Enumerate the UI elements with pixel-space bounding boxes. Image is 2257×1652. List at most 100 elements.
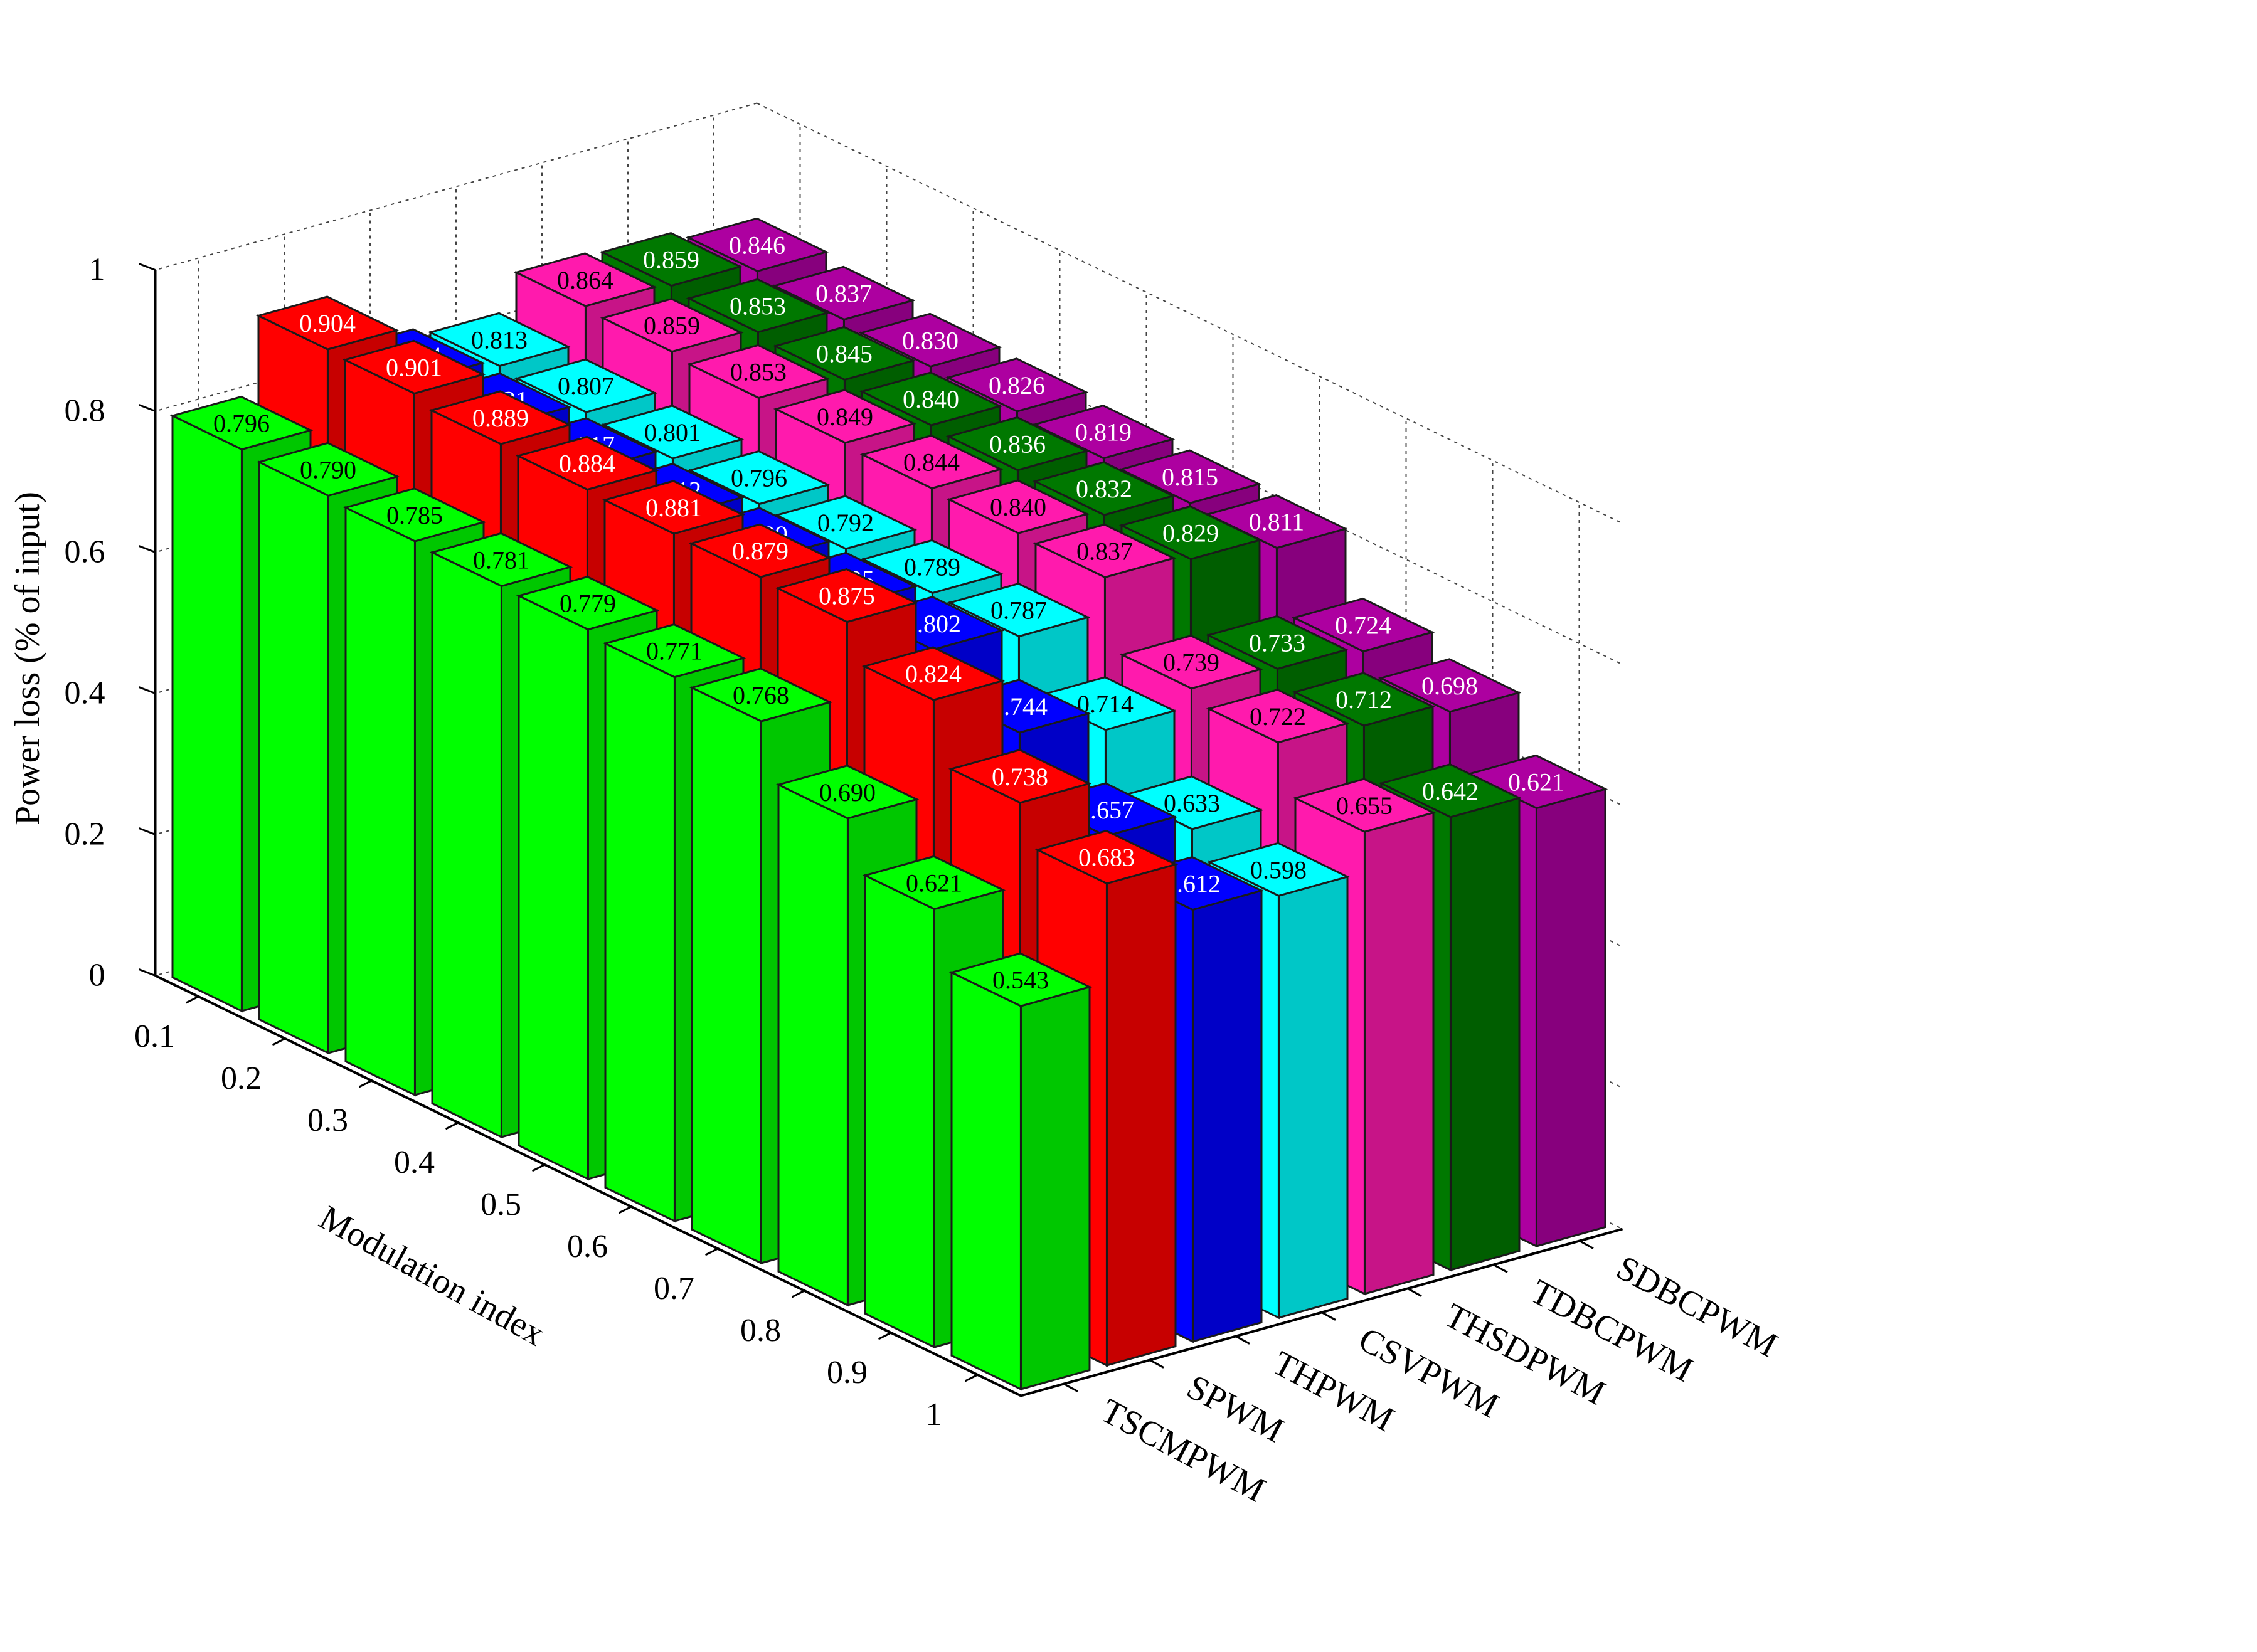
bar-value-label: 0.819	[1075, 418, 1132, 447]
bar-top-face	[342, 339, 486, 394]
bar-top-face	[775, 568, 919, 623]
bar-side-face	[1277, 875, 1349, 1319]
bar-top-face	[602, 480, 746, 535]
bar-top-face	[860, 539, 1004, 594]
bar-value-label: 0.840	[903, 385, 959, 413]
bar-top-face	[688, 523, 832, 578]
bar-value-label: 0.829	[1162, 519, 1219, 547]
bar-value-label: 0.815	[1162, 463, 1218, 491]
z-axis-title: Power loss (% of input)	[8, 492, 47, 825]
bar-value-label: 0.845	[816, 339, 873, 368]
bar-value-label: 0.859	[643, 246, 699, 274]
bar-top-face	[1118, 449, 1262, 504]
bar-front-face	[864, 874, 935, 1349]
bar-value-label: 0.738	[992, 763, 1048, 791]
bar-side-face	[1105, 863, 1177, 1367]
bar-top-face	[1292, 778, 1437, 833]
x-tick	[272, 1037, 286, 1046]
bar-top-face	[1031, 405, 1176, 460]
bar-value-label: 0.859	[644, 312, 700, 340]
bar-value-label: 0.690	[819, 778, 876, 807]
x-tick	[791, 1289, 805, 1298]
bar-top-face	[775, 765, 920, 820]
bar-value-label: 0.824	[905, 660, 962, 688]
bar-top-face	[948, 952, 1093, 1007]
bar-value-label: 0.712	[1336, 686, 1392, 714]
bar-top-face	[1119, 635, 1263, 690]
bar-value-label: 0.837	[815, 279, 872, 307]
bar-value-label: 0.801	[644, 418, 701, 447]
bar-value-label: 0.655	[1336, 792, 1393, 820]
gridline-z-side	[155, 243, 757, 412]
bar-value-label: 0.598	[1250, 855, 1307, 884]
bar-top-face	[773, 495, 918, 550]
x-tick	[358, 1079, 373, 1088]
bar-value-label: 0.844	[903, 448, 960, 477]
bar-front-face	[431, 551, 502, 1139]
y-tick	[1321, 1311, 1336, 1321]
y-tick	[1149, 1359, 1164, 1369]
bar-value-label: 0.790	[300, 455, 356, 484]
x-tick-label: 0.9	[827, 1355, 868, 1390]
bar-top-face	[1205, 615, 1349, 670]
bar-front-face	[777, 783, 849, 1307]
bars: 0.846 0.837 0.830 0.826 0.819 0.815 0.811 0.724…	[169, 217, 1608, 1391]
bar-top-face	[513, 252, 657, 307]
bar-top-face	[945, 416, 1090, 472]
bar-value-label: 0.642	[1422, 777, 1479, 805]
bar-side-face	[1191, 889, 1263, 1343]
x-tick-label: 0.7	[654, 1271, 694, 1306]
z-tick	[138, 263, 156, 271]
z-tick	[138, 404, 156, 412]
bar-top-face	[773, 389, 917, 444]
gridline-z-back	[757, 102, 1623, 524]
bar-value-label: 0.881	[645, 494, 702, 522]
bar: 0.543	[948, 952, 1093, 1391]
z-tick-label: 0.6	[65, 534, 105, 570]
bar-front-face	[950, 971, 1022, 1391]
x-tick-label: 0.1	[134, 1019, 175, 1054]
bar-value-label: 0.837	[1076, 537, 1133, 565]
bar-top-face	[859, 434, 1004, 490]
bar-value-label: 0.879	[732, 537, 789, 565]
bar-value-label: 0.739	[1163, 649, 1219, 677]
bar-value-label: 0.832	[1076, 475, 1132, 503]
bar-value-label: 0.789	[904, 553, 960, 581]
bar-top-face	[1032, 461, 1176, 516]
x-tick	[704, 1247, 719, 1256]
z-tick-label: 0	[89, 958, 105, 993]
z-tick-label: 1	[89, 252, 105, 288]
bar-value-label: 0.813	[471, 326, 528, 354]
bar-top-face	[772, 265, 916, 320]
gridline-z-side	[155, 102, 757, 271]
z-tick	[138, 827, 156, 835]
bar-value-label: 0.889	[472, 404, 529, 432]
bar-top-face	[947, 583, 1091, 638]
bar-value-label: 0.779	[560, 590, 616, 618]
bar-value-label: 0.807	[558, 372, 614, 400]
bar-top-face	[861, 646, 1006, 701]
bar-top-face	[946, 479, 1090, 534]
bar-side-face	[1449, 797, 1521, 1271]
bar-value-label: 0.853	[730, 357, 787, 386]
bar-front-face	[518, 594, 589, 1181]
x-axis-line	[154, 974, 1022, 1397]
bar-top-face	[687, 450, 831, 506]
bar-value-label: 0.621	[1508, 768, 1564, 796]
bar-top-face	[1291, 597, 1435, 653]
bar-value-label: 0.836	[989, 430, 1046, 458]
bar-top-face	[1378, 763, 1522, 818]
bar-top-face	[256, 442, 400, 497]
bar-front-face	[258, 460, 329, 1055]
bar-front-face	[344, 506, 416, 1097]
x-tick-label: 0.6	[567, 1229, 608, 1264]
bar-value-label: 0.901	[386, 353, 442, 381]
bar-top-face	[1033, 523, 1177, 578]
bar-top-face	[602, 623, 746, 679]
x-tick-label: 0.4	[394, 1145, 435, 1180]
bar-top-face	[948, 749, 1092, 804]
x-tick-label: 0.3	[307, 1103, 348, 1138]
bar-top-face	[599, 232, 743, 287]
bar-value-label: 0.875	[819, 582, 875, 610]
bar-value-label: 0.853	[730, 292, 786, 320]
